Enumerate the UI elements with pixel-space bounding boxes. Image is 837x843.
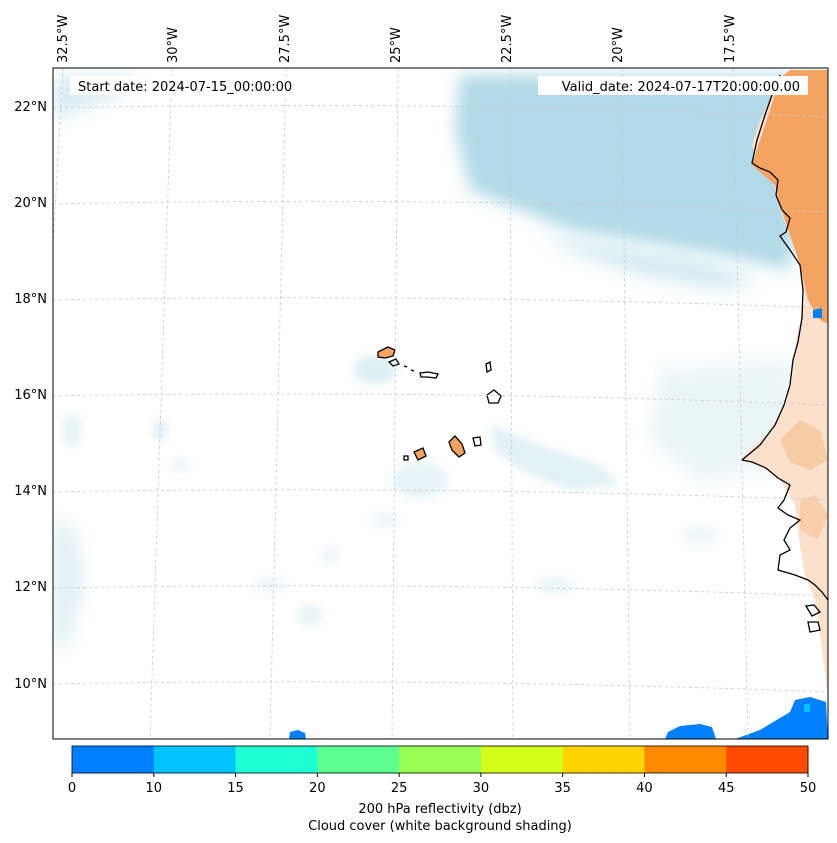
colorbar: 0 10 15 20 25 30 35 40 45 50 200 hPa reflectivity… [68, 745, 816, 834]
colorbar-frame [71, 745, 809, 774]
lon-label: 17.5°W [723, 15, 738, 63]
graticule [53, 68, 828, 739]
lat-label: 12°N [14, 580, 47, 595]
lat-label: 14°N [14, 484, 47, 499]
latitude-labels: 22°N 20°N 18°N 16°N 14°N 12°N 10°N [14, 100, 47, 692]
colorbar-tick-label: 25 [391, 781, 408, 796]
colorbar-title: 200 hPa reflectivity (dbz) [358, 802, 521, 817]
lon-label: 32.5°W [56, 15, 71, 63]
colorbar-segment [153, 746, 237, 773]
colorbar-tick-label: 50 [800, 781, 817, 796]
colorbar-tick-label: 20 [309, 781, 326, 796]
colorbar-tick-label: 30 [473, 781, 490, 796]
colorbar-segment [399, 746, 482, 773]
lon-label: 30°W [166, 27, 181, 63]
colorbar-segment [235, 746, 318, 773]
lat-label: 20°N [14, 196, 47, 211]
colorbar-tick-label: 15 [227, 781, 244, 796]
colorbar-subtitle: Cloud cover (white background shading) [308, 819, 572, 834]
colorbar-tick-label: 35 [554, 781, 571, 796]
colorbar-tick-label: 40 [636, 781, 653, 796]
lon-label: 25°W [389, 27, 404, 63]
colorbar-segment [317, 746, 400, 773]
lon-label: 20°W [611, 27, 626, 63]
valid-date-box [538, 76, 808, 95]
cloud-cover-shading [53, 75, 800, 650]
africa-land [740, 70, 828, 695]
colorbar-segments [72, 746, 809, 773]
colorbar-segment [72, 746, 155, 773]
lat-label: 22°N [14, 100, 47, 115]
lon-label: 27.5°W [278, 15, 293, 63]
colorbar-segment [480, 746, 564, 773]
valid-date-label: Valid_date: 2024-07-17T20:00:00.00 [562, 80, 800, 95]
reflectivity-patches [289, 308, 828, 739]
colorbar-ticks: 0 10 15 20 25 30 35 40 45 50 [68, 773, 816, 796]
colorbar-segment [644, 746, 727, 773]
coastline [740, 74, 828, 633]
longitude-labels: 32.5°W 30°W 27.5°W 25°W 22.5°W 20°W 17.5… [56, 15, 738, 63]
start-date-box [70, 76, 310, 95]
cape-verde-islands [377, 346, 502, 461]
colorbar-tick-label: 10 [146, 781, 163, 796]
map-frame [52, 67, 829, 740]
lon-label: 22.5°W [500, 15, 515, 63]
colorbar-segment [562, 746, 645, 773]
lat-label: 16°N [14, 388, 47, 403]
lat-label: 18°N [14, 292, 47, 307]
colorbar-segment [726, 746, 809, 773]
colorbar-tick-label: 45 [718, 781, 735, 796]
colorbar-tick-label: 0 [68, 781, 76, 796]
lat-label: 10°N [14, 677, 47, 692]
start-date-label: Start date: 2024-07-15_00:00:00 [78, 80, 292, 95]
